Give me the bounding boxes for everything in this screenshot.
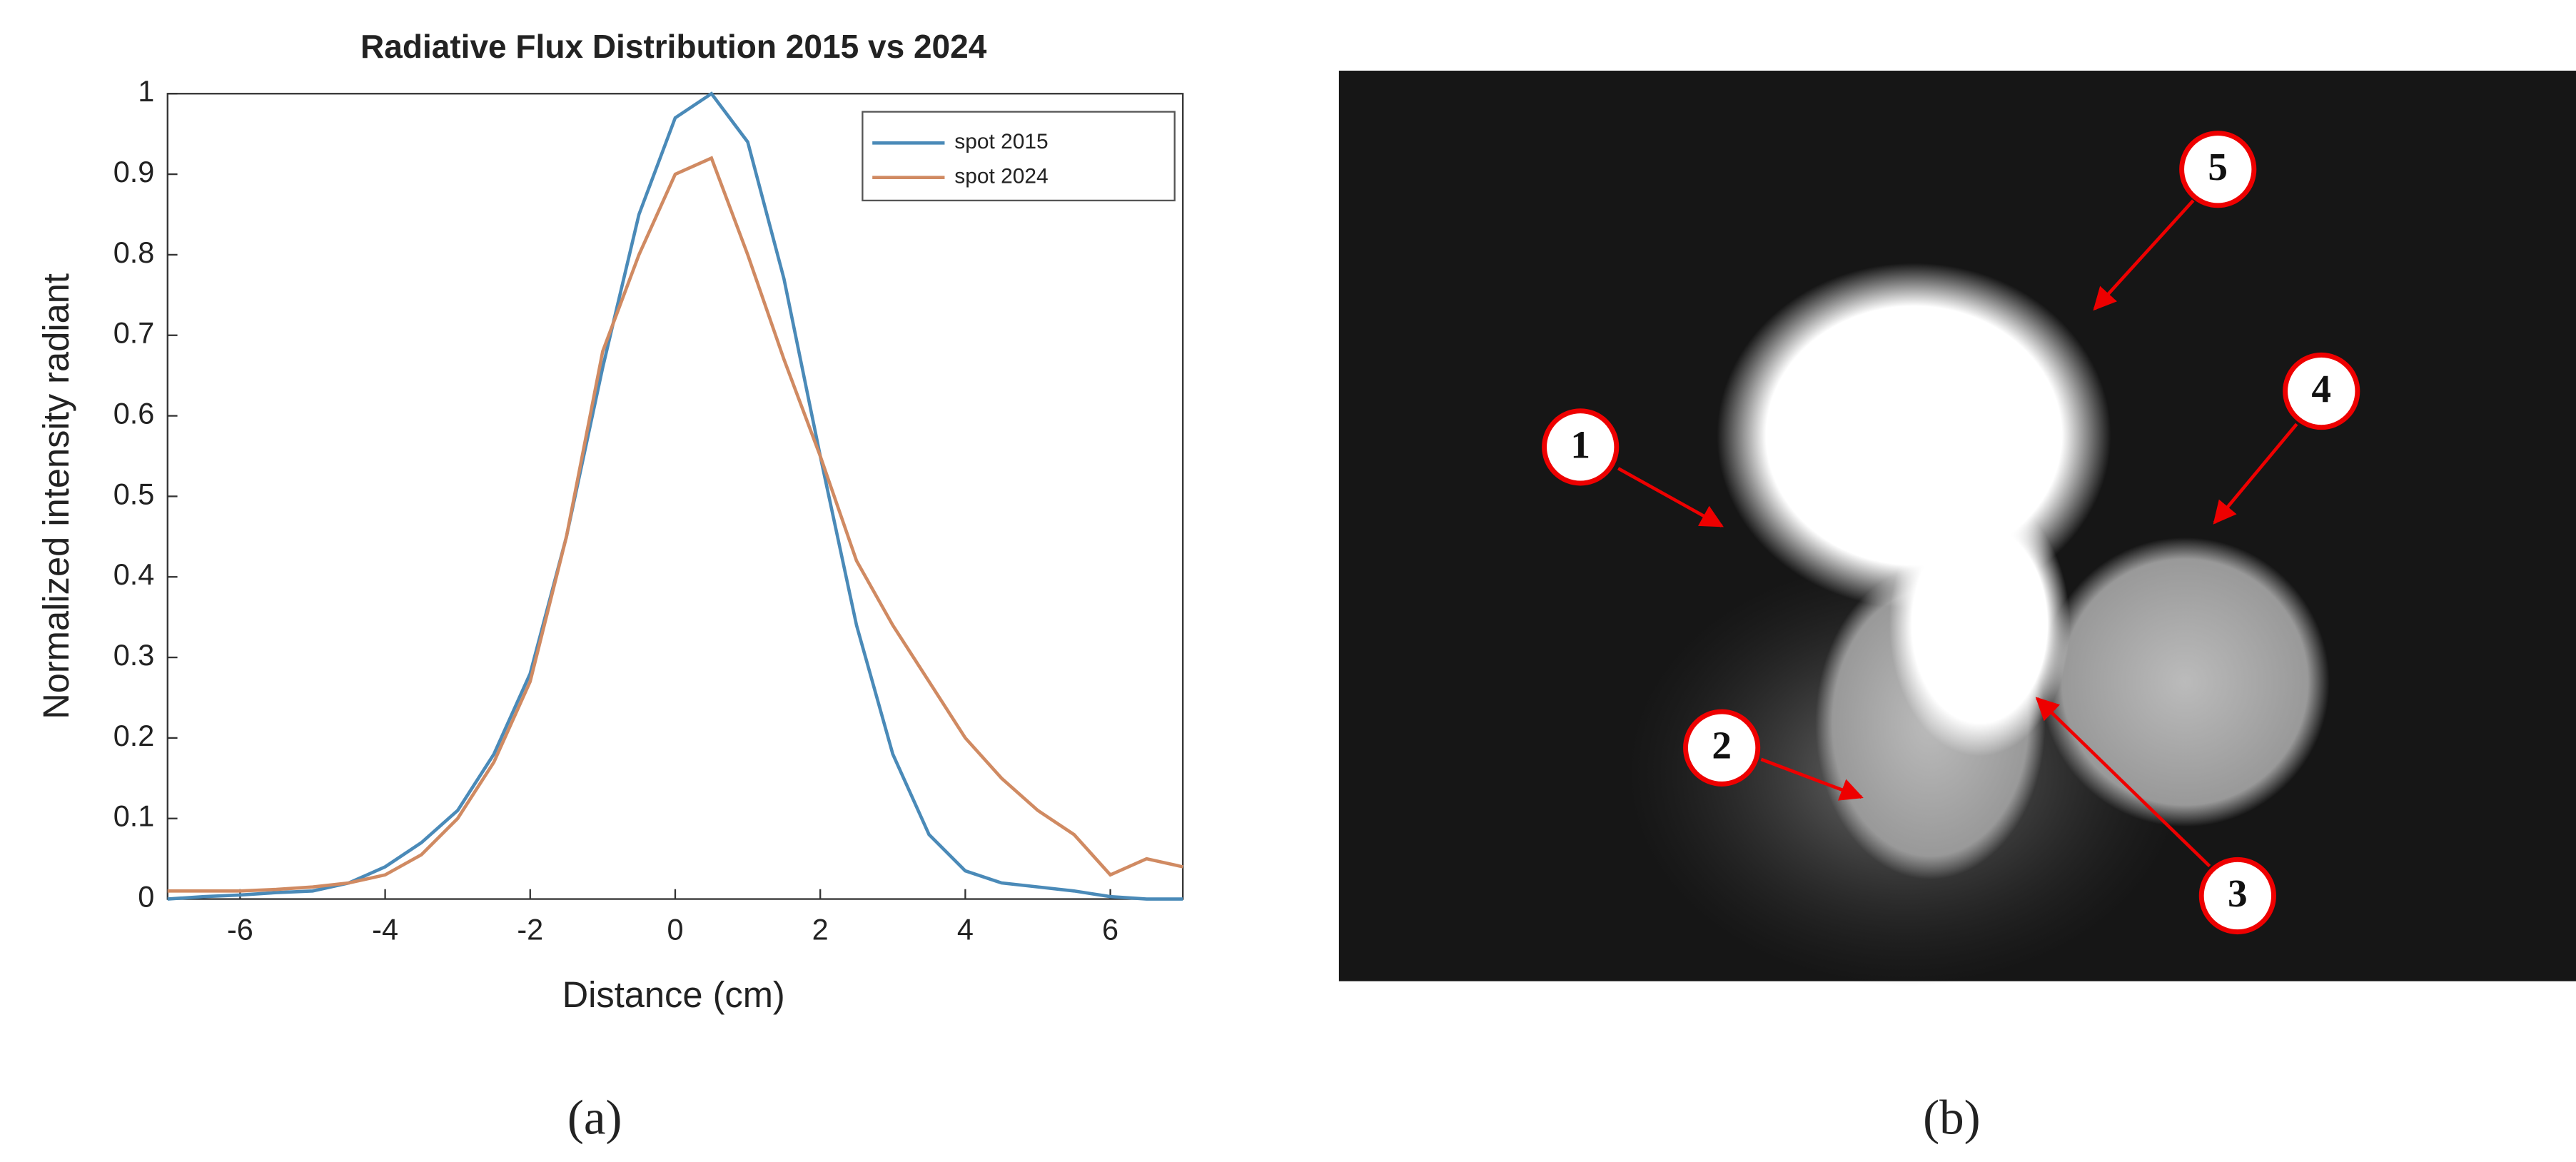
- caption: (b): [1923, 1090, 1980, 1145]
- y-tick-label: 0: [138, 880, 154, 914]
- badge: [2179, 131, 2257, 208]
- spot: [1889, 492, 2071, 757]
- y-tick-label: 0.6: [113, 397, 155, 430]
- x-tick-label: -6: [227, 913, 253, 946]
- x-tick-label: -2: [517, 913, 543, 946]
- arrow: [2213, 423, 2298, 525]
- badge-label: 2: [1712, 724, 1732, 767]
- series-line: [167, 156, 1183, 893]
- chart-title: Radiative Flux Distribution 2015 vs 2024: [360, 28, 987, 65]
- badge-label: 4: [2311, 367, 2331, 410]
- y-tick-label: 0.5: [113, 477, 155, 510]
- legend-entries: spot 2015 spot 2024: [872, 130, 1049, 188]
- arrow: [1760, 757, 1864, 801]
- y-axis-label: Normalized intensity radiant: [36, 273, 76, 719]
- photo: 1 2 3 4 5: [1338, 71, 2576, 986]
- badge: [2198, 857, 2276, 935]
- spot: [2040, 537, 2330, 827]
- y-tick-label: 0.2: [113, 719, 155, 752]
- x-tick-label: -4: [372, 913, 398, 946]
- plot-frame: [166, 93, 1184, 900]
- y-tick-label: 0.3: [113, 638, 155, 672]
- x-tick-label: 6: [1102, 913, 1118, 946]
- legend-label: spot 2024: [954, 165, 1048, 188]
- arrow: [2093, 199, 2195, 311]
- y-tick-label: 0.4: [113, 557, 155, 591]
- legend-label: spot 2015: [954, 130, 1048, 153]
- arrows: [1617, 199, 2298, 868]
- plot: -6 -4 -2 0 2 4 6 0 0.1 0.2 0.3 0.4 0.5 0.6 0.7 0.8 0.9 1: [113, 74, 1183, 946]
- x-tick-label: 4: [957, 913, 974, 946]
- x-axis-label: Distance (cm): [562, 974, 785, 1015]
- y-tick-label: 1: [138, 74, 154, 108]
- badge: [1542, 408, 1620, 486]
- badges: 1 2 3 4 5: [1542, 131, 2360, 935]
- badge: [1683, 709, 1761, 787]
- arrow: [1617, 467, 1724, 527]
- badge-label: 1: [1570, 423, 1590, 466]
- y-tick-label: 0.1: [113, 799, 155, 833]
- caption: (a): [567, 1090, 622, 1145]
- y-tick-label: 0.8: [113, 236, 155, 269]
- y-tick-label: 0.7: [113, 316, 155, 350]
- legend: spot 2015 spot 2024: [862, 111, 1176, 202]
- arrow: [2035, 697, 2211, 868]
- badge: [2283, 352, 2360, 430]
- x-tick-label: 0: [667, 913, 683, 946]
- badge-label: 5: [2208, 145, 2228, 188]
- legend-box: [862, 111, 1176, 202]
- y-tick-label: 0.9: [113, 155, 155, 188]
- badge-label: 3: [2228, 872, 2248, 915]
- x-tick-label: 2: [812, 913, 829, 946]
